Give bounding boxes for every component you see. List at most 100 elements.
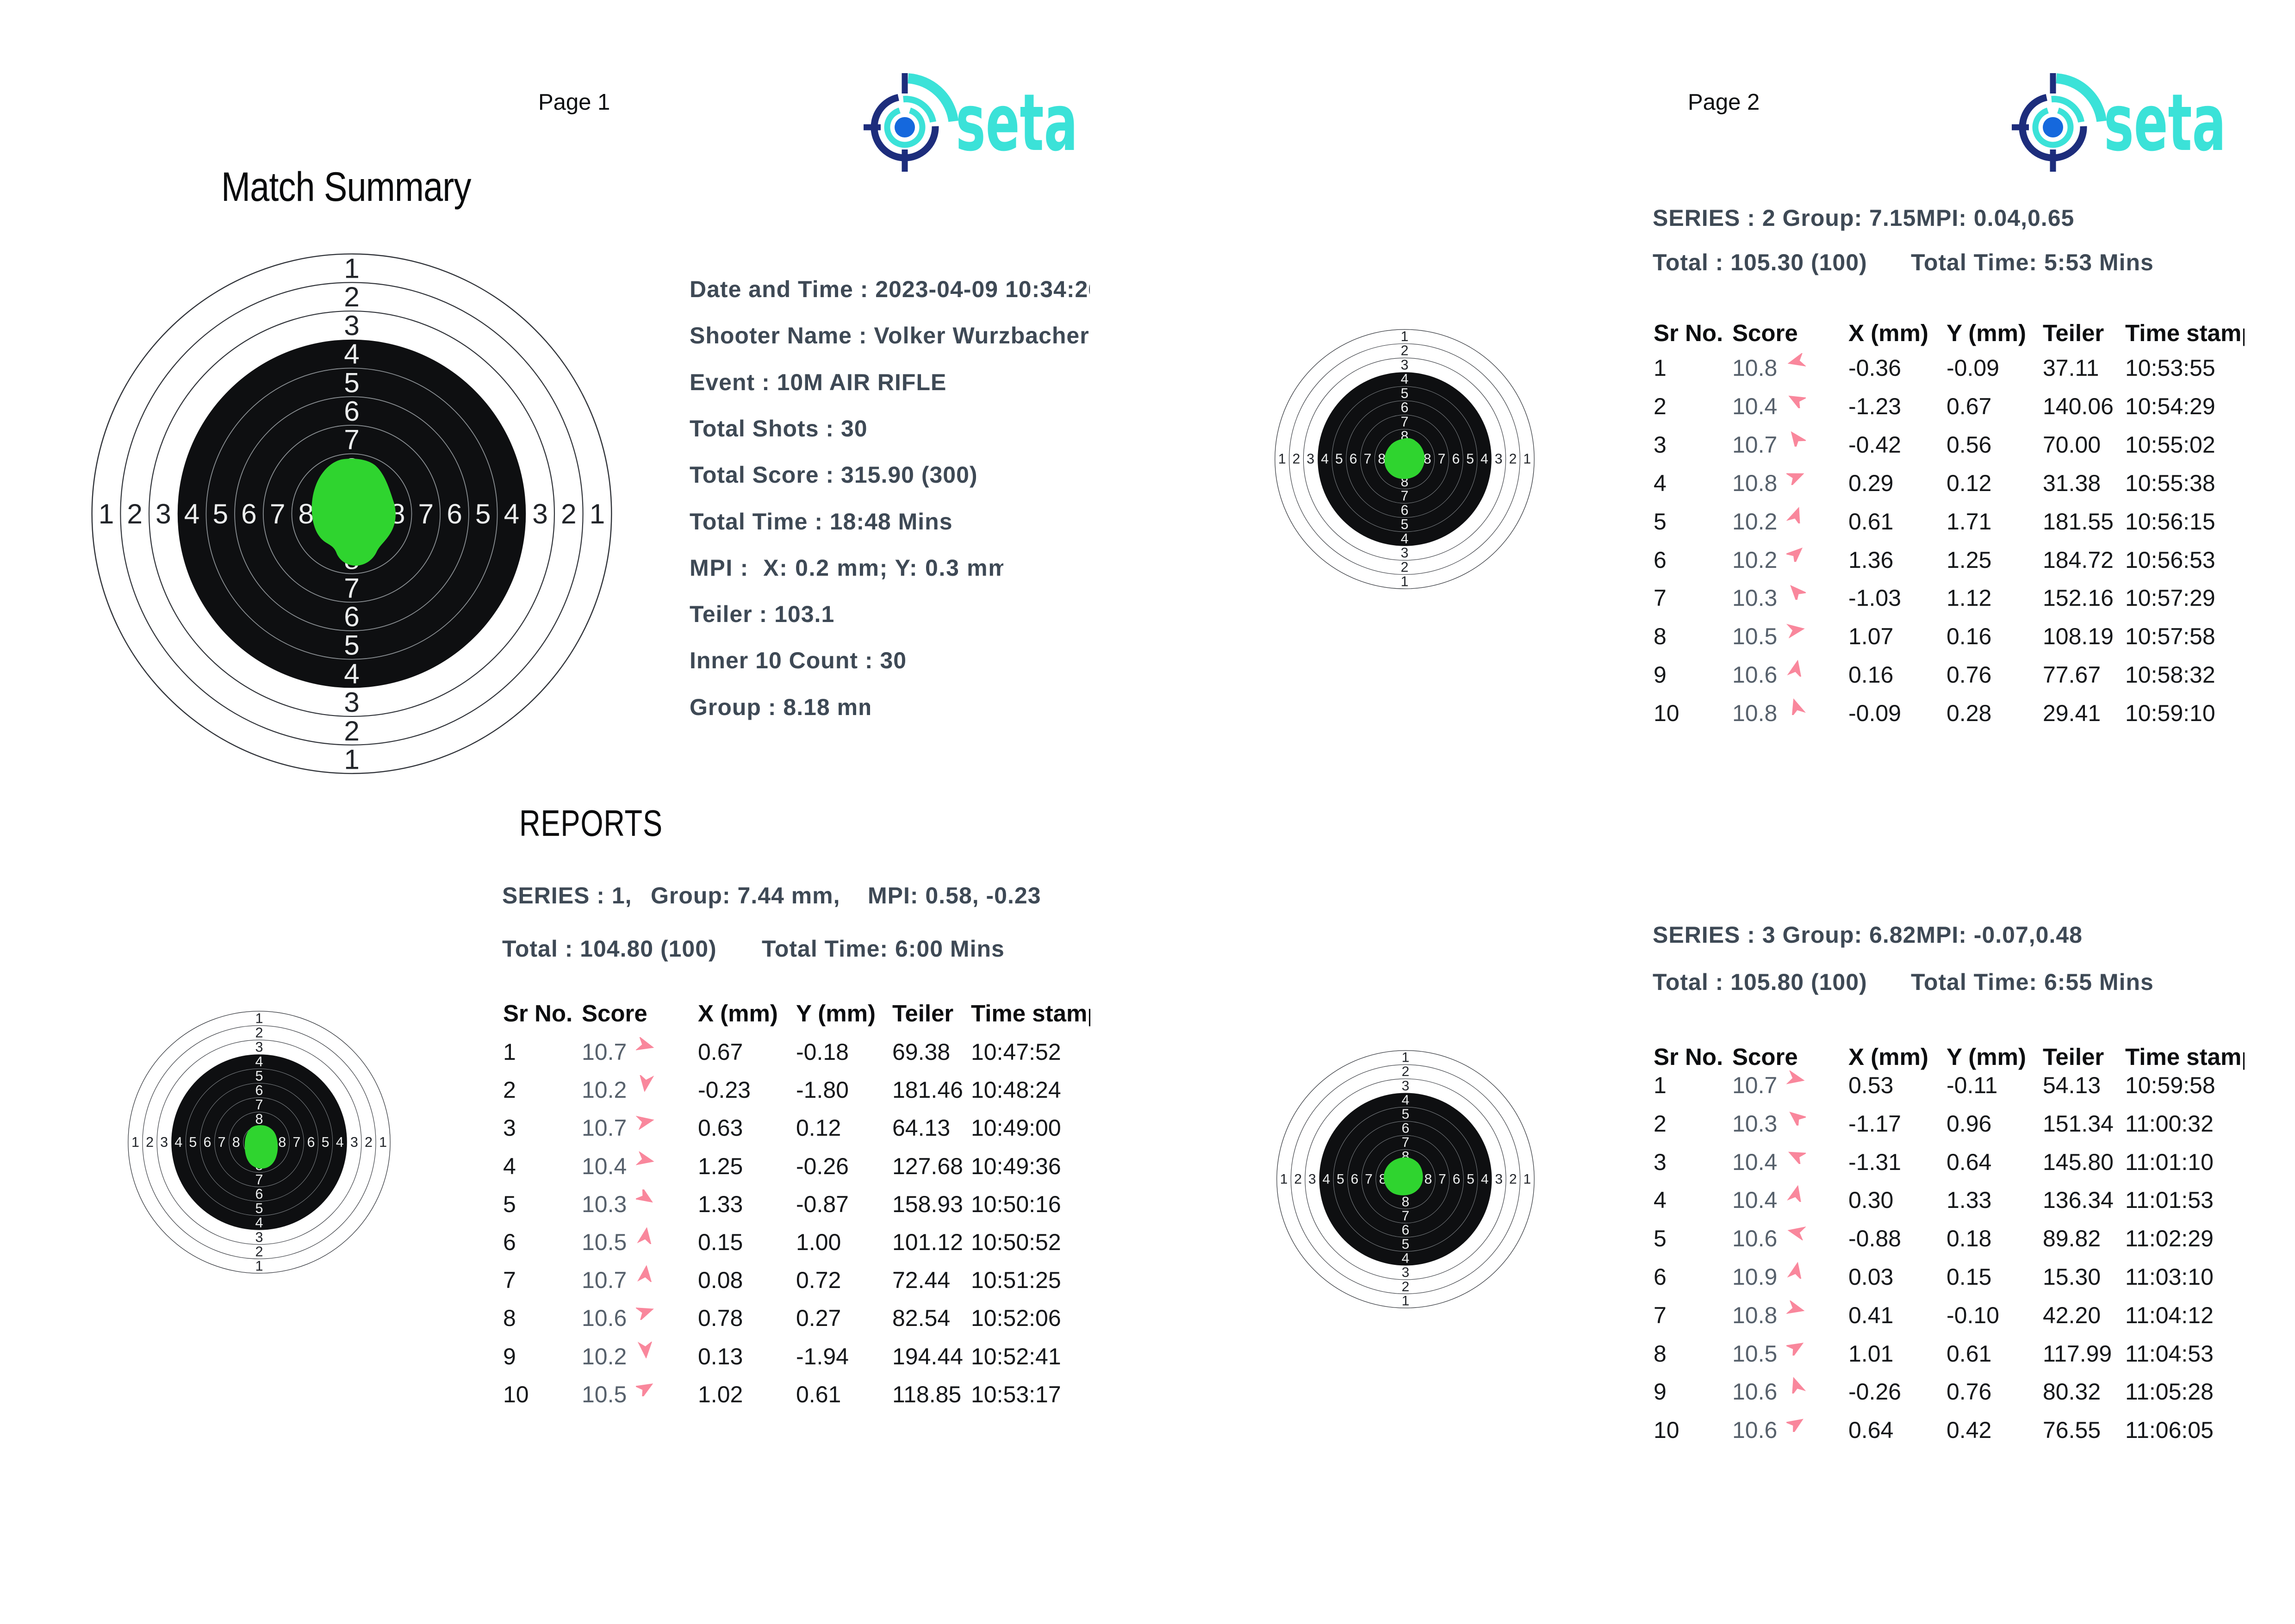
shot-direction-arrow-svg <box>1787 353 1806 367</box>
cell-score: 10.6 <box>582 1305 627 1331</box>
cell-y-mm: 0.64 <box>1947 1149 1992 1175</box>
table-header-teiler: Teiler <box>2043 1044 2104 1070</box>
cell-score: 10.4 <box>1732 1187 1778 1213</box>
match-summary-title: Match Summary <box>221 163 471 210</box>
ring-number: 7 <box>1438 1172 1446 1187</box>
shot-direction-arrow-icon <box>1786 583 1806 600</box>
cell-score: 10.6 <box>1732 662 1778 688</box>
shot-direction-arrow-svg <box>1787 660 1802 677</box>
arrow-shape <box>636 1307 654 1320</box>
cell-score: 10.8 <box>1732 1302 1778 1328</box>
shot-direction-arrow-icon <box>636 1113 655 1130</box>
cell-x-mm: 1.33 <box>698 1191 743 1217</box>
cell-score: 10.6 <box>1732 1226 1778 1251</box>
ring-number: 6 <box>344 395 360 427</box>
cell-y-mm: 0.61 <box>1947 1341 1992 1367</box>
shot-direction-arrow-icon <box>1786 1109 1806 1126</box>
cell-score: 10.3 <box>1732 585 1778 611</box>
summary-field: Teiler : 103.1 <box>690 601 835 627</box>
ring-circle <box>199 1083 319 1202</box>
shot-direction-arrow-icon <box>636 1075 655 1092</box>
ring-number: 1 <box>1402 1050 1410 1065</box>
summary-field-label: Teiler <box>690 601 753 627</box>
table-header-sr: Sr No. <box>1654 320 1723 346</box>
ring-circle <box>1331 386 1478 532</box>
cell-teiler: 181.55 <box>2043 509 2114 535</box>
cell-x-mm: 0.53 <box>1848 1072 1894 1098</box>
ring-number: 2 <box>1401 343 1409 359</box>
arrow-shape <box>1787 1226 1806 1240</box>
cell-x-mm: -0.36 <box>1848 355 1901 381</box>
ring-circle <box>214 1097 304 1187</box>
cell-x-mm: -0.42 <box>1848 432 1901 458</box>
shot-direction-arrow-svg <box>636 1383 653 1396</box>
cell-time-stamp: 11:04:12 <box>2125 1302 2214 1328</box>
cell-y-mm: 0.12 <box>796 1115 841 1141</box>
series-header: SERIES : 3 Group: 6.82MPI: -0.07,0.48 <box>1653 922 2083 948</box>
shot-direction-arrow-svg <box>1790 585 1806 600</box>
cell-y-mm: 1.00 <box>796 1229 841 1255</box>
cell-time-stamp: 11:05:28 <box>2125 1379 2214 1405</box>
cell-teiler: 64.13 <box>892 1115 951 1141</box>
cell-x-mm: -0.26 <box>1848 1379 1901 1405</box>
cell-teiler: 117.99 <box>2043 1341 2112 1367</box>
cell-y-mm: 0.67 <box>1947 393 1992 419</box>
ring-circle <box>1303 357 1506 561</box>
ring-circle <box>205 367 498 660</box>
ring-number: 4 <box>255 1054 263 1070</box>
cell-score: 10.7 <box>1732 432 1778 458</box>
arrow-shape <box>1787 1185 1802 1202</box>
ring-number: 1 <box>590 498 605 529</box>
cell-y-mm: -0.09 <box>1947 355 1999 381</box>
table-header-score: Score <box>1732 320 1798 346</box>
cell-y-mm: 0.28 <box>1947 700 1992 726</box>
cell-sr-no: 2 <box>503 1077 516 1103</box>
ring-number: 2 <box>1293 452 1300 467</box>
cell-time-stamp: 10:49:36 <box>971 1153 1061 1179</box>
cell-x-mm: -0.88 <box>1848 1226 1901 1251</box>
cell-sr-no: 7 <box>1654 585 1667 611</box>
shot-direction-arrow-icon <box>1786 1262 1806 1279</box>
ring-number: 5 <box>344 629 360 661</box>
cell-y-mm: 0.61 <box>796 1381 841 1407</box>
ring-number: 5 <box>189 1134 197 1150</box>
shot-direction-arrow-svg <box>1792 1377 1806 1394</box>
seta-brand-text: seta <box>956 77 1078 169</box>
arrow-shape <box>1786 623 1805 638</box>
ring-number: 2 <box>127 498 143 529</box>
summary-field-label: Group <box>690 694 761 720</box>
ring-circle <box>156 1039 362 1245</box>
cell-teiler: 181.46 <box>892 1077 963 1103</box>
arrow-shape <box>637 1342 653 1358</box>
ring-number: 4 <box>344 338 360 370</box>
ring-number: 1 <box>1278 452 1286 467</box>
shot-direction-arrow-svg <box>1786 507 1800 523</box>
arrow-shape <box>637 1227 652 1244</box>
shot-group-blob <box>244 1125 278 1169</box>
ring-number: 7 <box>1402 1135 1410 1150</box>
cell-score: 10.7 <box>582 1039 627 1065</box>
cell-time-stamp: 10:59:10 <box>2125 700 2215 726</box>
ring-number: 4 <box>336 1134 344 1150</box>
seta-logo-svg: seta <box>2012 73 2226 172</box>
cell-x-mm: 0.64 <box>1848 1417 1894 1443</box>
ring-number: 5 <box>1402 1237 1410 1252</box>
arrow-shape <box>1788 395 1806 408</box>
cell-y-mm: -0.10 <box>1947 1302 1999 1328</box>
arrow-shape <box>1791 431 1806 447</box>
cell-time-stamp: 10:58:32 <box>2125 662 2215 688</box>
series-total: Total Time: 6:00 Mins <box>762 936 1005 962</box>
cell-teiler: 77.67 <box>2043 662 2101 688</box>
ring-number: 6 <box>1401 400 1409 416</box>
cell-sr-no: 1 <box>503 1039 516 1065</box>
cell-teiler: 194.44 <box>892 1344 963 1369</box>
ring-number: 3 <box>344 310 360 341</box>
ring-number: 2 <box>1402 1279 1410 1294</box>
cell-sr-no: 5 <box>1654 1226 1667 1251</box>
ring-number: 5 <box>212 498 228 529</box>
ring-number: 6 <box>1351 1172 1359 1187</box>
series-total: Total : 105.80 (100) <box>1653 969 1867 995</box>
shot-direction-arrow-icon <box>1786 1185 1806 1202</box>
